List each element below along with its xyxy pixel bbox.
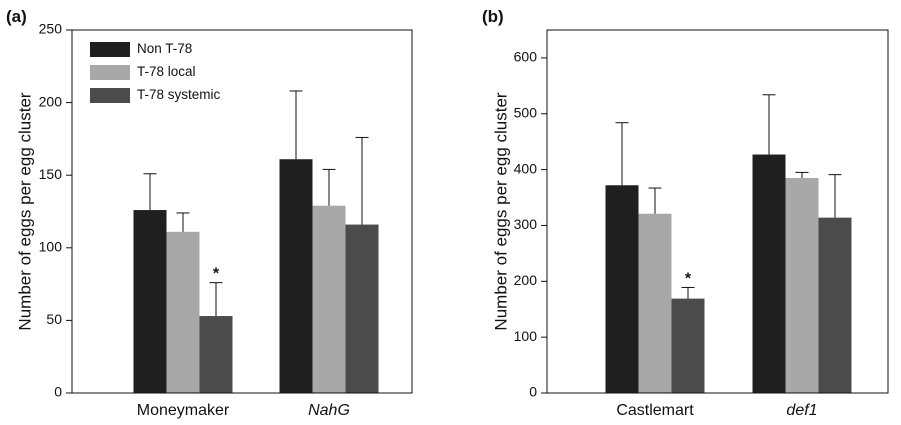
panel-label: (a)	[6, 7, 27, 26]
legend-swatch	[90, 88, 130, 103]
bar-t-78-systemic	[345, 224, 379, 393]
y-axis-title: Number of eggs per egg cluster	[491, 92, 510, 330]
bar-non-t-78	[752, 154, 786, 393]
y-tick-label: 250	[39, 21, 63, 37]
x-category-label: NahG	[308, 402, 350, 419]
bar-t-78-systemic	[818, 217, 852, 393]
legend-swatch	[90, 65, 130, 80]
legend-label: T-78 systemic	[137, 87, 221, 102]
legend-label: Non T-78	[137, 41, 192, 56]
y-tick-label: 100	[514, 328, 538, 344]
y-tick-label: 300	[514, 216, 538, 232]
bar-t-78-local	[785, 177, 819, 393]
y-tick-label: 0	[54, 384, 62, 400]
panel-label: (b)	[482, 7, 504, 26]
chart-panel-1: (b) Number of eggs per egg cluster 0 100 200…	[482, 7, 889, 419]
bar-t-78-systemic	[199, 316, 233, 393]
x-category-label: def1	[786, 402, 817, 419]
bar-non-t-78	[279, 159, 313, 393]
x-category-label: Castlemart	[616, 402, 694, 419]
significance-marker: *	[213, 266, 220, 283]
plot-frame	[71, 29, 413, 394]
y-tick-label: 200	[39, 93, 63, 109]
legend-label: T-78 local	[137, 64, 196, 79]
legend-swatch	[90, 42, 130, 57]
plot-frame	[546, 29, 889, 394]
bar-non-t-78	[133, 210, 167, 393]
y-tick-label: 400	[514, 160, 538, 176]
bar-t-78-local	[638, 213, 672, 393]
y-axis-title: Number of eggs per egg cluster	[15, 92, 34, 330]
bar-t-78-local	[166, 231, 200, 393]
y-tick-label: 150	[39, 166, 63, 182]
bar-t-78-systemic	[671, 298, 705, 393]
y-tick-label: 600	[514, 49, 538, 65]
y-tick-label: 0	[529, 384, 537, 400]
y-tick-label: 200	[514, 272, 538, 288]
significance-marker: *	[685, 270, 692, 287]
x-category-label: Moneymaker	[137, 402, 230, 419]
bar-non-t-78	[605, 185, 639, 393]
y-tick-label: 50	[46, 311, 62, 327]
bar-t-78-local	[312, 205, 346, 393]
chart-panel-0: (a) Number of eggs per egg cluster 0 50 100 1…	[6, 7, 413, 419]
y-tick-label: 100	[39, 239, 63, 255]
y-tick-label: 500	[514, 104, 538, 120]
